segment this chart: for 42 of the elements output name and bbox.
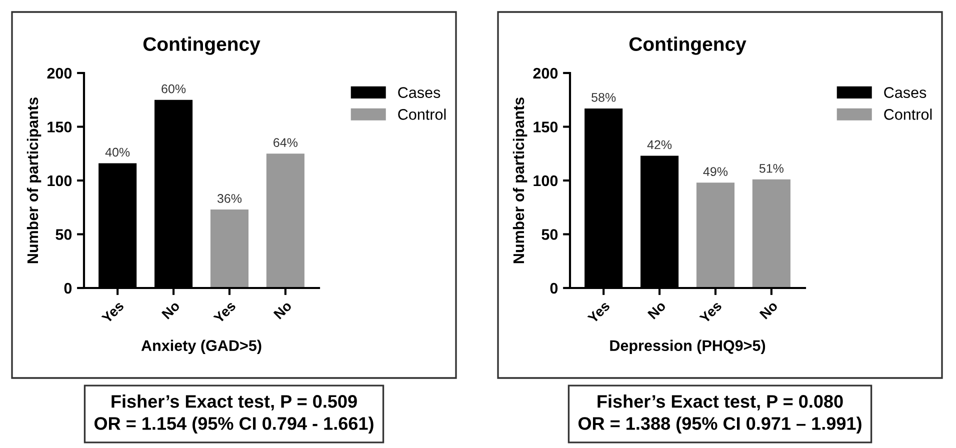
chart-title: Contingency bbox=[143, 36, 260, 55]
y-tick-label: 100 bbox=[48, 175, 72, 186]
y-axis-title: Number of participants bbox=[26, 98, 42, 264]
y-tick-label: 100 bbox=[534, 175, 558, 186]
annotation: 60% bbox=[162, 84, 186, 94]
legend-label: Control bbox=[398, 108, 446, 120]
annotation: 64% bbox=[274, 138, 298, 147]
y-tick-label: 0 bbox=[64, 282, 72, 294]
annotation: 36% bbox=[217, 194, 242, 203]
x-axis-title: Depression (PHQ9>5) bbox=[610, 340, 766, 354]
bar bbox=[210, 210, 248, 288]
x-tick-label: Yes bbox=[213, 300, 236, 324]
x-tick-label: No bbox=[647, 300, 666, 320]
bar bbox=[752, 179, 790, 288]
x-tick-label: No bbox=[273, 300, 292, 320]
x-tick-label: No bbox=[161, 300, 180, 320]
y-tick-label: 150 bbox=[534, 122, 558, 132]
annotation: 40% bbox=[105, 148, 130, 157]
text: Fisher’s Exact test, P = 0.080 OR = 1.388 (95% CI 0.971 – 1.991) bbox=[578, 394, 862, 434]
y-tick-label: 200 bbox=[47, 68, 72, 79]
x-tick-label: Yes bbox=[101, 300, 124, 324]
x-tick-label: Yes bbox=[587, 300, 610, 324]
legend-label: Cases bbox=[398, 87, 440, 98]
y-tick-label: 50 bbox=[542, 229, 558, 240]
bar bbox=[696, 182, 734, 288]
y-axis-title: Number of participants bbox=[512, 98, 528, 264]
annotation: 49% bbox=[703, 167, 728, 176]
legend-label: Control bbox=[884, 108, 932, 120]
y-tick-label: 50 bbox=[56, 229, 72, 240]
y-tick-label: 0 bbox=[550, 282, 558, 294]
legend-label: Cases bbox=[884, 87, 926, 98]
annotation: 51% bbox=[759, 164, 784, 173]
y-tick-label: 200 bbox=[533, 68, 558, 79]
x-tick-label: Yes bbox=[699, 300, 722, 324]
annotation: 58% bbox=[592, 92, 616, 102]
y-tick-label: 150 bbox=[48, 122, 72, 132]
text: Fisher’s Exact test, P = 0.509 OR = 1.154 (95% CI 0.794 - 1.661) bbox=[94, 394, 374, 434]
x-axis-title: Anxiety (GAD>5) bbox=[141, 340, 262, 354]
annotation: 42% bbox=[647, 140, 672, 150]
x-tick-label: No bbox=[759, 300, 778, 320]
bar bbox=[266, 154, 304, 288]
chart-title: Contingency bbox=[629, 36, 746, 55]
